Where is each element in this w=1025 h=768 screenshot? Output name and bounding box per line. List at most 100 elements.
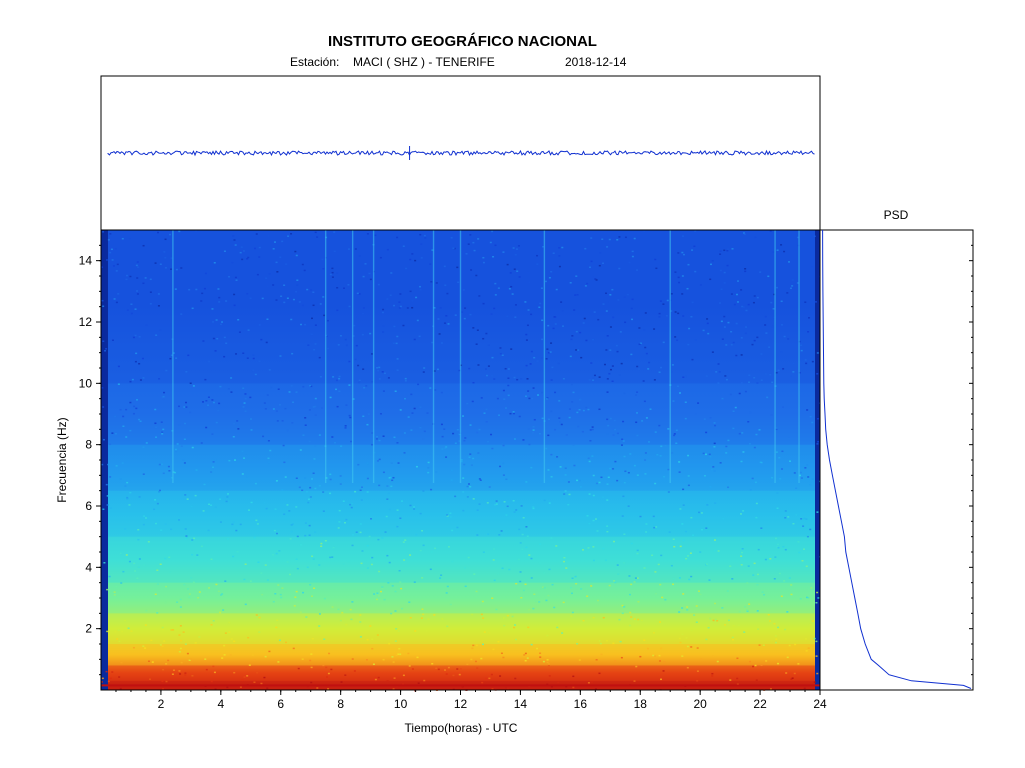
- noise-speckle: [266, 318, 269, 320]
- noise-speckle: [499, 352, 502, 355]
- noise-speckle: [101, 677, 104, 680]
- noise-speckle: [532, 507, 535, 510]
- noise-speckle: [512, 247, 515, 249]
- noise-speckle: [774, 641, 777, 644]
- noise-speckle: [747, 381, 750, 383]
- noise-speckle: [394, 610, 397, 612]
- noise-speckle: [386, 485, 389, 487]
- noise-speckle: [182, 631, 185, 633]
- noise-speckle: [413, 407, 416, 410]
- noise-speckle: [711, 675, 714, 677]
- noise-speckle: [531, 506, 534, 508]
- noise-speckle: [101, 681, 104, 683]
- noise-speckle: [619, 331, 622, 333]
- noise-speckle: [470, 658, 473, 661]
- noise-speckle: [134, 360, 137, 363]
- noise-speckle: [809, 528, 812, 531]
- noise-speckle: [495, 503, 498, 505]
- noise-speckle: [212, 665, 215, 668]
- noise-speckle: [617, 299, 620, 301]
- noise-speckle: [263, 501, 266, 504]
- noise-speckle: [295, 254, 298, 257]
- noise-speckle: [260, 572, 263, 574]
- noise-speckle: [376, 367, 379, 369]
- noise-speckle: [716, 660, 719, 663]
- noise-speckle: [574, 294, 577, 296]
- noise-speckle: [105, 348, 108, 350]
- noise-speckle: [137, 266, 140, 268]
- noise-speckle: [132, 336, 135, 339]
- noise-speckle: [491, 230, 494, 233]
- noise-speckle: [287, 235, 290, 237]
- noise-speckle: [119, 687, 122, 690]
- noise-speckle: [277, 661, 280, 663]
- noise-speckle: [358, 381, 361, 384]
- noise-speckle: [395, 628, 398, 630]
- noise-speckle: [306, 566, 309, 569]
- noise-speckle: [383, 598, 386, 601]
- noise-speckle: [809, 415, 812, 418]
- noise-speckle: [517, 558, 520, 561]
- noise-speckle: [454, 495, 457, 498]
- noise-speckle: [565, 567, 568, 569]
- noise-speckle: [245, 453, 248, 455]
- noise-speckle: [298, 486, 301, 489]
- noise-speckle: [633, 581, 636, 583]
- noise-speckle: [815, 601, 818, 604]
- noise-speckle: [256, 523, 259, 525]
- noise-speckle: [663, 475, 666, 478]
- noise-speckle: [386, 498, 389, 500]
- y-axis-label: Frecuencia (Hz): [55, 417, 69, 502]
- noise-speckle: [533, 418, 536, 421]
- noise-speckle: [492, 648, 495, 651]
- noise-speckle: [629, 453, 632, 455]
- x-tick-label: 12: [454, 697, 468, 711]
- noise-speckle: [604, 559, 607, 562]
- noise-speckle: [780, 300, 783, 303]
- noise-speckle: [159, 644, 162, 646]
- noise-speckle: [721, 397, 724, 400]
- noise-speckle: [526, 535, 529, 538]
- noise-speckle: [679, 641, 682, 644]
- noise-speckle: [548, 568, 551, 571]
- noise-speckle: [501, 354, 504, 357]
- noise-speckle: [119, 478, 122, 480]
- noise-speckle: [441, 435, 444, 438]
- noise-speckle: [378, 484, 381, 487]
- noise-speckle: [590, 237, 593, 239]
- noise-speckle: [237, 319, 240, 321]
- noise-speckle: [299, 449, 302, 451]
- noise-speckle: [673, 434, 676, 437]
- noise-speckle: [378, 366, 381, 369]
- noise-speckle: [645, 417, 648, 419]
- noise-speckle: [622, 440, 625, 442]
- noise-speckle: [502, 444, 505, 447]
- noise-speckle: [131, 378, 134, 381]
- noise-speckle: [427, 471, 430, 474]
- noise-speckle: [180, 267, 183, 269]
- noise-speckle: [685, 557, 688, 560]
- noise-speckle: [532, 429, 535, 431]
- noise-speckle: [329, 273, 332, 276]
- noise-speckle: [106, 588, 109, 591]
- noise-speckle: [766, 396, 769, 399]
- noise-speckle: [482, 261, 485, 264]
- noise-speckle: [155, 426, 158, 429]
- noise-speckle: [568, 416, 571, 419]
- noise-speckle: [709, 278, 712, 281]
- noise-speckle: [301, 658, 304, 660]
- noise-speckle: [472, 498, 475, 500]
- noise-speckle: [463, 317, 466, 320]
- noise-speckle: [309, 486, 312, 489]
- noise-speckle: [272, 600, 275, 603]
- noise-speckle: [746, 582, 749, 584]
- noise-speckle: [647, 368, 650, 370]
- noise-speckle: [286, 429, 289, 432]
- noise-speckle: [264, 408, 267, 410]
- noise-speckle: [627, 471, 630, 474]
- noise-speckle: [805, 565, 808, 568]
- noise-speckle: [740, 564, 743, 566]
- noise-speckle: [663, 661, 666, 663]
- noise-speckle: [303, 269, 306, 272]
- noise-speckle: [636, 269, 639, 271]
